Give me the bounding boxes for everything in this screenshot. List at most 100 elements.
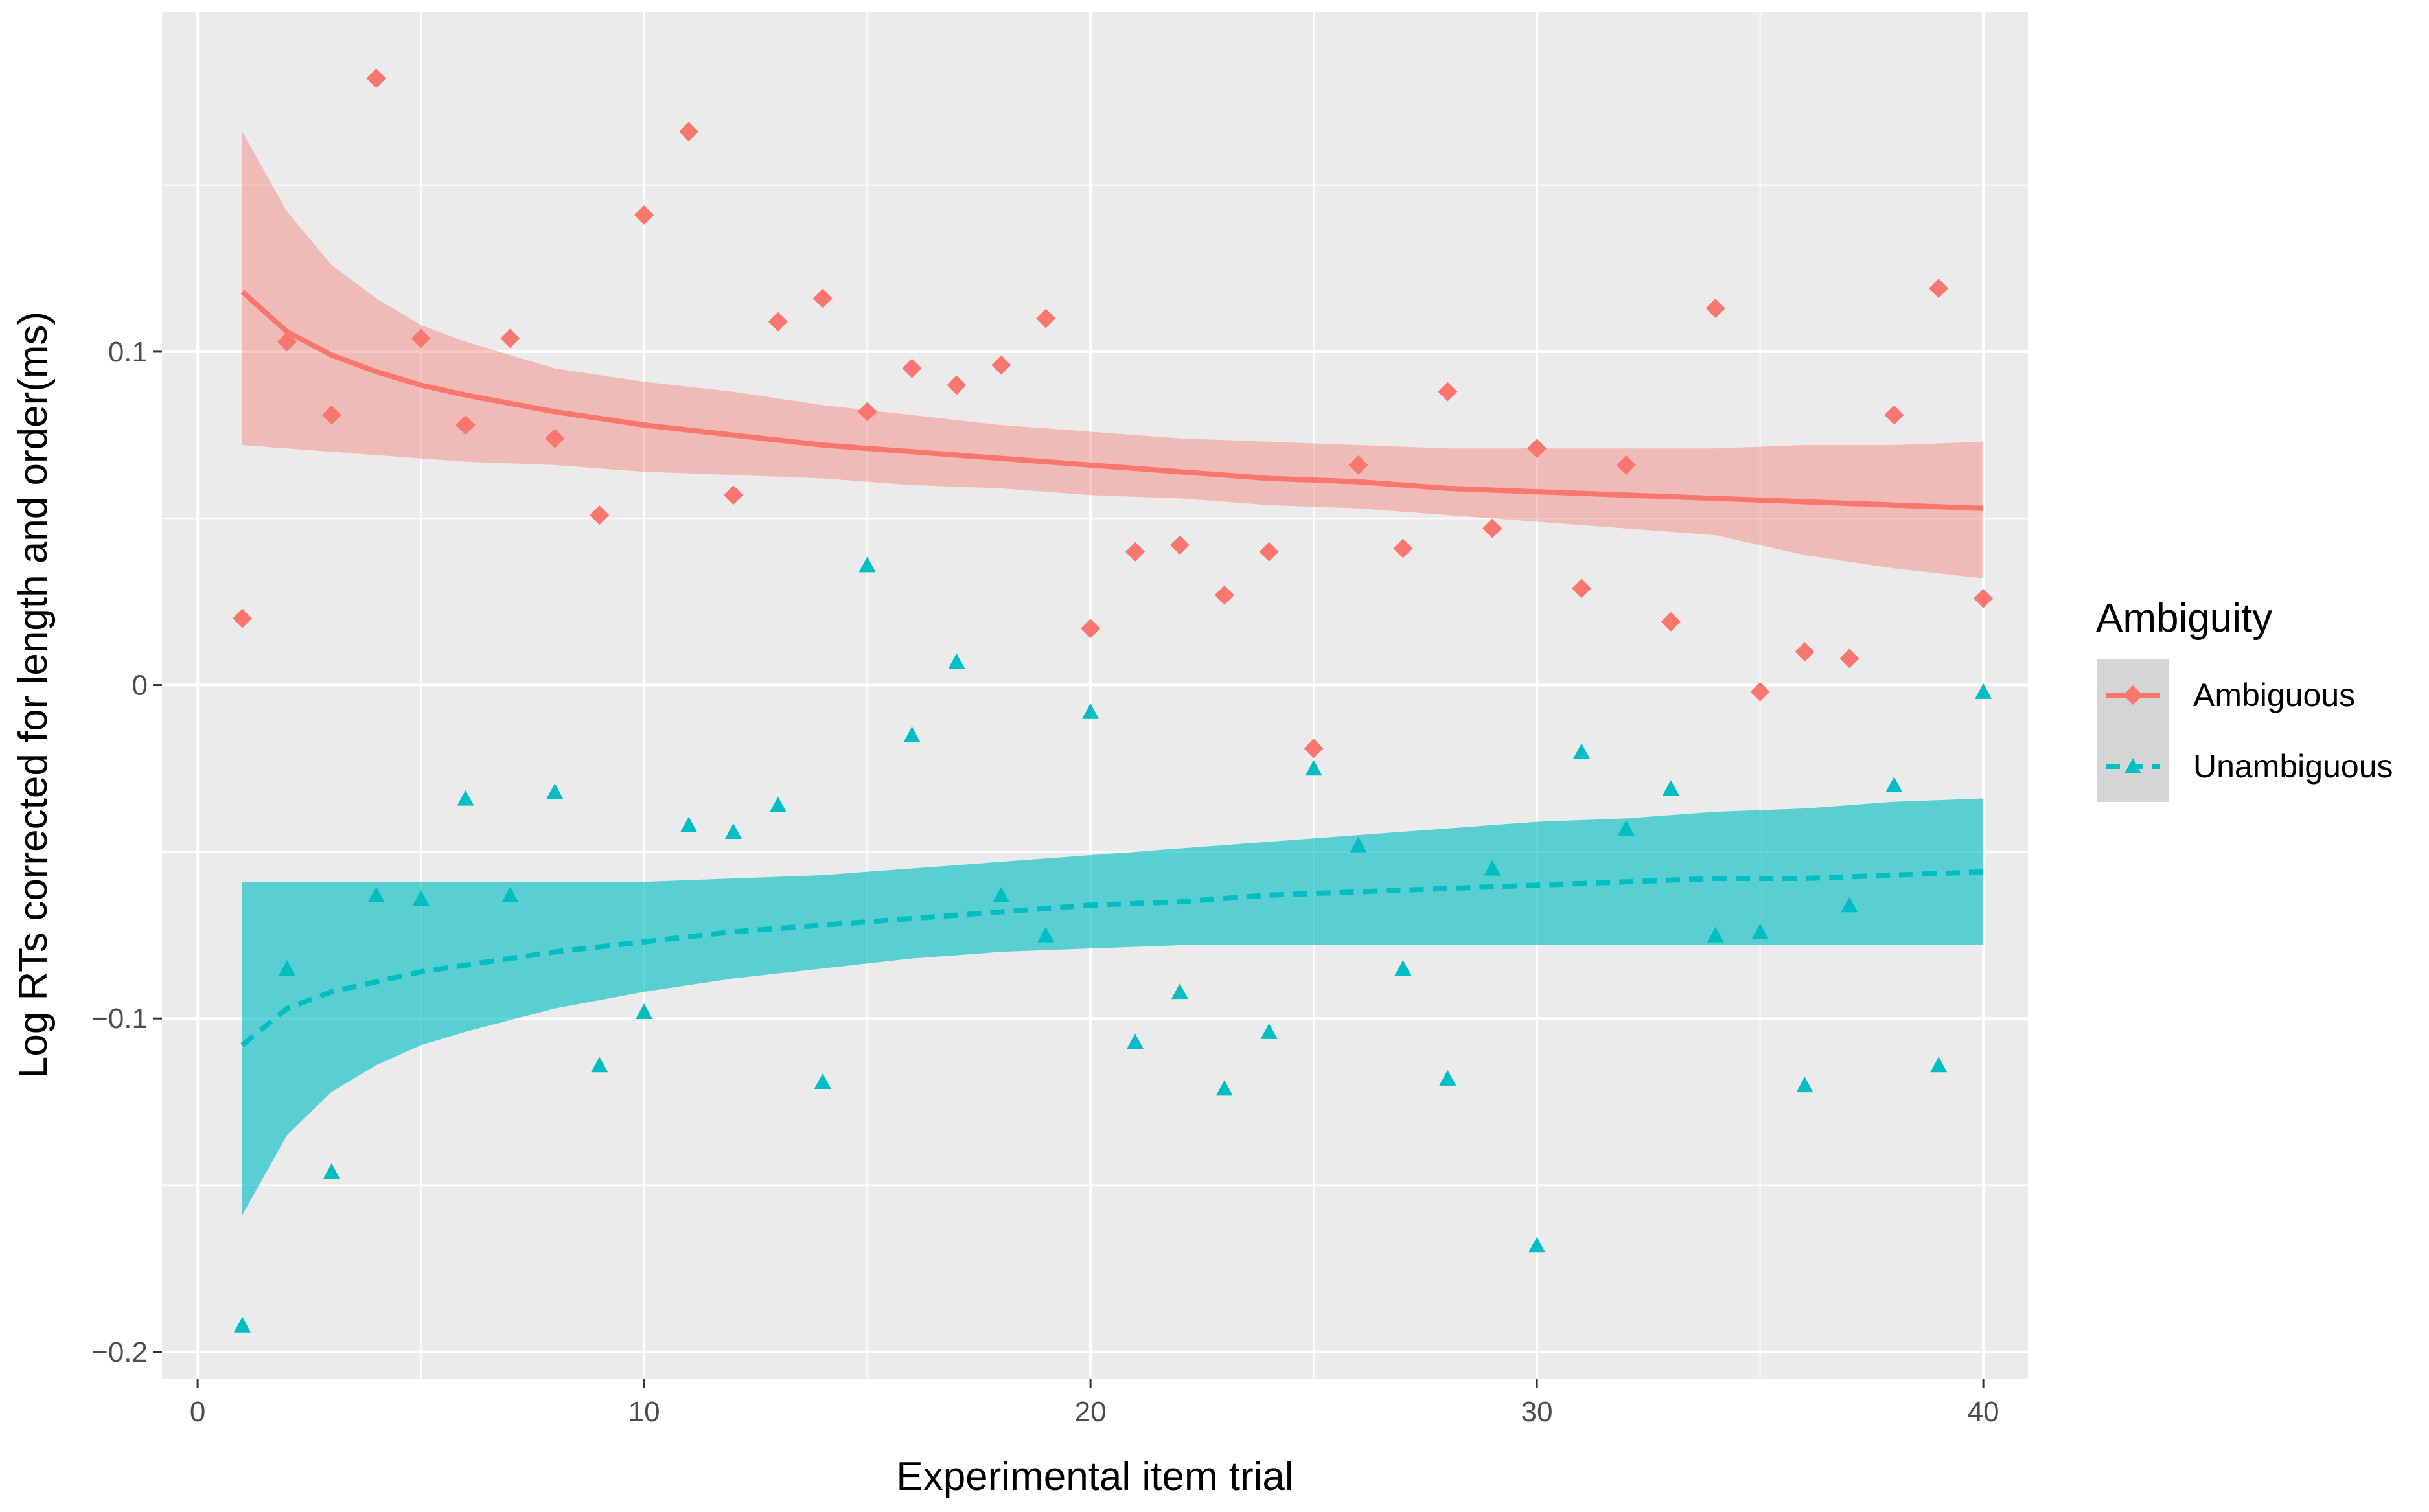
point-ambiguous (812, 288, 833, 308)
point-ambiguous (321, 405, 341, 425)
point-unambiguous (769, 796, 787, 812)
point-unambiguous (636, 1003, 653, 1019)
point-unambiguous (1350, 836, 1367, 853)
point-unambiguous (1037, 926, 1055, 943)
legend-marker-unambiguous (2124, 758, 2141, 774)
point-unambiguous (278, 960, 295, 976)
point-ambiguous (1482, 518, 1502, 538)
point-unambiguous (814, 1073, 831, 1090)
point-ambiguous (590, 505, 610, 525)
point-ambiguous (947, 375, 967, 395)
point-unambiguous (903, 726, 921, 742)
point-ambiguous (1081, 619, 1101, 639)
point-ambiguous (1616, 455, 1636, 475)
point-ambiguous (723, 485, 743, 505)
y-tick-label: 0.1 (108, 336, 148, 368)
point-unambiguous (1394, 960, 1412, 976)
y-axis: −0.2 −0.1 0 0.1 (91, 336, 162, 1368)
legend-label-unambiguous: Unambiguous (2193, 748, 2393, 785)
point-ambiguous (1572, 578, 1592, 599)
point-ambiguous (679, 122, 699, 142)
point-unambiguous (501, 886, 519, 902)
fit-line-ambiguous (240, 290, 1984, 511)
point-ambiguous (1884, 405, 1904, 425)
point-unambiguous (1439, 1070, 1456, 1086)
point-ambiguous (1705, 299, 1725, 319)
point-ambiguous (1839, 648, 1859, 669)
grid-minor (162, 12, 2028, 1379)
point-ambiguous (991, 355, 1011, 375)
point-unambiguous (412, 889, 430, 906)
point-unambiguous (1841, 897, 1858, 913)
point-ambiguous (1169, 535, 1190, 555)
point-unambiguous (367, 886, 385, 902)
point-unambiguous (724, 823, 742, 840)
point-ambiguous (902, 358, 922, 378)
point-unambiguous (1484, 860, 1501, 876)
point-unambiguous (1573, 743, 1591, 759)
point-unambiguous (1751, 923, 1769, 939)
fit-line-unambiguous (240, 869, 1984, 1048)
x-tick-label: 10 (628, 1396, 660, 1428)
ci-band-ambiguous (242, 132, 1984, 578)
point-unambiguous (1662, 780, 1679, 796)
legend-label-ambiguous: Ambiguous (2193, 677, 2355, 713)
point-ambiguous (1974, 588, 1994, 608)
x-axis-title: Experimental item trial (896, 1454, 1293, 1499)
point-ambiguous (1304, 739, 1324, 759)
y-tick-label: −0.2 (91, 1336, 148, 1368)
point-ambiguous (545, 428, 565, 448)
legend-marker-ambiguous (2123, 685, 2143, 705)
point-ambiguous (500, 328, 520, 349)
point-ambiguous (1393, 538, 1413, 558)
point-ambiguous (1125, 542, 1145, 562)
point-unambiguous (1215, 1080, 1233, 1096)
point-unambiguous (1707, 926, 1724, 943)
point-unambiguous (1930, 1057, 1948, 1073)
point-ambiguous (1438, 382, 1458, 402)
confidence-bands (242, 132, 1984, 1215)
point-unambiguous (1528, 1237, 1546, 1253)
point-unambiguous (1885, 776, 1903, 793)
point-unambiguous (546, 783, 564, 799)
point-ambiguous (1527, 439, 1547, 459)
point-ambiguous (1795, 642, 1815, 662)
point-ambiguous (1348, 455, 1368, 475)
point-unambiguous (993, 886, 1010, 902)
point-unambiguous (1975, 683, 1992, 699)
point-ambiguous (1661, 612, 1681, 632)
fit-lines (240, 290, 1984, 1048)
legend-glyphs (2106, 685, 2160, 774)
plot-panel (162, 12, 2028, 1379)
point-unambiguous (1617, 819, 1635, 836)
point-unambiguous (1305, 760, 1322, 776)
data-points (233, 68, 1994, 1333)
point-ambiguous (366, 68, 386, 88)
x-tick-label: 40 (1968, 1396, 1999, 1428)
point-unambiguous (1171, 983, 1188, 1000)
point-unambiguous (858, 556, 876, 573)
x-tick-label: 20 (1075, 1396, 1107, 1428)
point-unambiguous (234, 1316, 251, 1333)
point-ambiguous (1036, 308, 1056, 328)
point-unambiguous (1796, 1077, 1813, 1093)
point-ambiguous (634, 205, 654, 225)
point-ambiguous (455, 415, 476, 435)
point-ambiguous (411, 328, 431, 349)
y-tick-label: −0.1 (91, 1003, 148, 1035)
point-unambiguous (1082, 703, 1099, 719)
x-tick-label: 30 (1521, 1396, 1553, 1428)
point-unambiguous (1260, 1023, 1278, 1039)
legend-title: Ambiguity (2096, 596, 2272, 641)
legend: Ambiguity Ambiguous Unambiguous (2096, 596, 2393, 802)
point-unambiguous (591, 1057, 608, 1073)
point-ambiguous (233, 608, 253, 628)
point-unambiguous (680, 816, 698, 832)
point-ambiguous (277, 332, 297, 352)
point-ambiguous (857, 402, 877, 422)
point-unambiguous (1127, 1033, 1144, 1049)
x-tick-label: 0 (190, 1396, 205, 1428)
point-unambiguous (457, 790, 474, 806)
x-axis: 0 10 20 30 40 (190, 1379, 1999, 1428)
